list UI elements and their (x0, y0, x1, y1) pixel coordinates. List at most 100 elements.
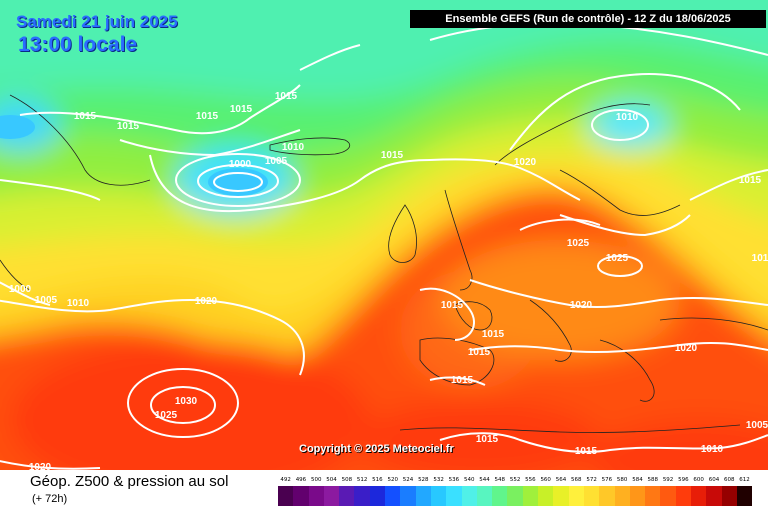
scale-value-604: 604 (708, 477, 720, 483)
scale-swatch-500 (308, 486, 324, 506)
scale-value-564: 564 (555, 477, 567, 483)
scale-swatch-536 (446, 486, 462, 506)
isobars (0, 22, 768, 470)
isobar-label-1015: 1015 (275, 91, 298, 102)
isobar-label-1025: 1025 (155, 410, 178, 421)
scale-swatches (278, 486, 753, 506)
isobar-label-1015: 1015 (575, 446, 598, 457)
scale-value-576: 576 (601, 477, 613, 483)
scale-value-496: 496 (295, 477, 307, 483)
isobar-label-1015: 1015 (739, 175, 762, 186)
scale-swatch-588 (645, 486, 661, 506)
scale-value-536: 536 (448, 477, 460, 483)
isobar-label-1005: 1005 (265, 156, 288, 167)
scale-swatch-572 (583, 486, 600, 506)
scale-value-560: 560 (540, 477, 551, 483)
scale-swatch-552 (507, 486, 523, 506)
scale-value-516: 516 (372, 477, 383, 483)
scale-labels: 492 496 500 504 508 512 516 520 524 528 532 536 540 5… (278, 476, 752, 485)
isobar-label-1020: 1020 (195, 296, 218, 307)
scale-value-512: 512 (356, 477, 368, 483)
isobar-label-1015: 1015 (451, 375, 474, 386)
scale-value-608: 608 (724, 477, 735, 483)
scale-swatch-604 (706, 486, 722, 506)
scale-value-588: 588 (647, 477, 659, 483)
scale-value-600: 600 (693, 477, 704, 483)
isobar-label-1020: 1020 (29, 462, 52, 470)
scale-value-568: 568 (571, 477, 582, 483)
footer-bar: Géop. Z500 & pression au sol (+ 72h) 492… (0, 470, 768, 512)
scale-swatch-564 (553, 486, 569, 506)
scale-value-504: 504 (326, 477, 337, 483)
color-scale-legend: 492 496 500 504 508 512 516 520 524 528 532 536 540 5… (278, 476, 753, 510)
isobar-label-1015: 1015 (441, 300, 464, 311)
scale-swatch-524 (400, 486, 416, 506)
scale-value-572: 572 (586, 477, 597, 483)
scale-value-508: 508 (341, 477, 353, 483)
isobar-label-1025: 1025 (606, 253, 629, 264)
isobar-label-1020: 1020 (675, 343, 698, 354)
model-run-title: Ensemble GEFS (Run de contrôle) - 12 Z d… (410, 10, 766, 28)
scale-swatch-584 (629, 486, 646, 506)
scale-value-596: 596 (678, 477, 689, 483)
geopotential-field (0, 0, 768, 470)
scale-value-544: 544 (479, 477, 490, 483)
forecast-hour-label: (+ 72h) (32, 493, 68, 505)
scale-swatch-528 (415, 486, 431, 506)
scale-swatch-492 (278, 486, 294, 506)
coastlines (0, 94, 768, 433)
scale-value-584: 584 (632, 477, 643, 483)
scale-value-592: 592 (662, 477, 674, 483)
scale-swatch-496 (293, 486, 309, 506)
scale-swatch-508 (339, 486, 355, 506)
scale-swatch-592 (660, 486, 676, 506)
isobar-label-1025: 1025 (567, 238, 590, 249)
scale-value-528: 528 (418, 477, 429, 483)
isobar-label-1000: 1000 (229, 159, 252, 170)
isobar-label-1010: 1010 (67, 298, 90, 309)
isobar-label-1030: 1030 (175, 396, 198, 407)
scale-swatch-612 (736, 486, 753, 506)
isobar-label-1015: 1015 (196, 111, 219, 122)
scale-value-520: 520 (387, 477, 398, 483)
scale-swatch-576 (599, 486, 615, 506)
scale-swatch-540 (461, 486, 477, 506)
scale-value-532: 532 (433, 477, 444, 483)
scale-swatch-580 (614, 486, 630, 506)
scale-swatch-532 (430, 486, 447, 506)
isobar-label-1015: 1015 (381, 150, 404, 161)
scale-swatch-512 (354, 486, 370, 506)
isobar-label-1015: 1015 (468, 347, 491, 358)
isobar-label-101: 101 (752, 253, 768, 264)
forecast-date: Samedi 21 juin 2025 (16, 12, 178, 31)
isobar-label-1010: 1010 (701, 444, 724, 455)
scale-swatch-556 (522, 486, 539, 506)
scale-swatch-600 (691, 486, 707, 506)
isobar-label-1015: 1015 (74, 111, 97, 122)
scale-swatch-520 (385, 486, 401, 506)
scale-swatch-516 (369, 486, 386, 506)
scale-value-492: 492 (280, 477, 291, 483)
weather-map: 1015 1015 1015 1015 1015 1000 1005 1010 1015 1020… (0, 0, 768, 470)
isobar-label-1015: 1015 (230, 104, 253, 115)
isobar-label-1010: 1010 (616, 112, 639, 123)
isobar-label-1020: 1020 (514, 157, 537, 168)
scale-swatch-608 (721, 486, 737, 506)
isobar-label-1015: 1015 (117, 121, 140, 132)
scale-swatch-544 (476, 486, 493, 506)
scale-swatch-548 (492, 486, 508, 506)
scale-value-552: 552 (509, 477, 521, 483)
isobar-label-1015: 1015 (482, 329, 505, 340)
scale-value-540: 540 (463, 477, 475, 483)
forecast-time: 13:00 locale (18, 33, 138, 56)
isobar-label-1005: 1005 (746, 420, 768, 431)
isobar-label-1010: 1010 (282, 142, 305, 153)
scale-value-580: 580 (616, 477, 628, 483)
isobar-label-1005: 1005 (35, 295, 58, 306)
scale-value-612: 612 (739, 477, 750, 483)
scale-swatch-560 (538, 486, 554, 506)
parameter-label: Géop. Z500 & pression au sol (30, 473, 229, 490)
isobar-label-1000: 1000 (9, 284, 32, 295)
scale-swatch-504 (323, 486, 340, 506)
scale-value-556: 556 (525, 477, 536, 483)
